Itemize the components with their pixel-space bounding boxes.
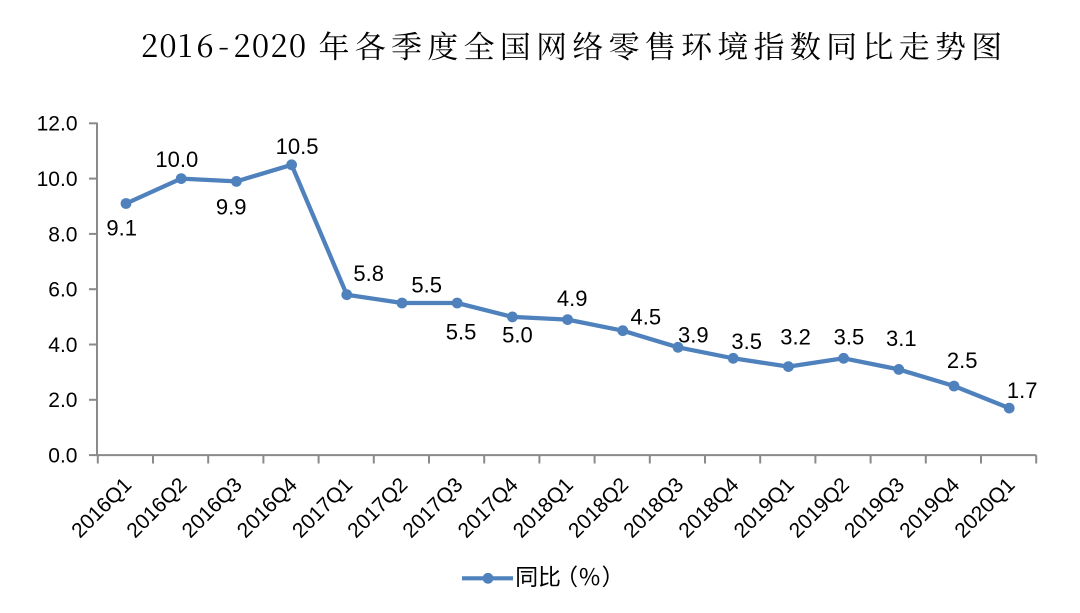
svg-text:5.5: 5.5 [411,272,442,297]
svg-text:2.0: 2.0 [48,389,77,412]
svg-text:3.1: 3.1 [886,326,917,351]
svg-text:5.5: 5.5 [446,320,477,345]
svg-text:10.5: 10.5 [276,134,319,159]
svg-text:1.7: 1.7 [1007,378,1038,403]
svg-text:4.0: 4.0 [48,334,77,357]
svg-text:4.5: 4.5 [631,305,662,330]
svg-text:3.5: 3.5 [834,325,865,350]
svg-text:8.0: 8.0 [48,223,77,246]
svg-text:5.0: 5.0 [502,322,533,347]
svg-text:12.0: 12.0 [37,113,78,136]
svg-text:3.2: 3.2 [780,325,811,350]
svg-text:10.0: 10.0 [155,147,198,172]
svg-text:9.1: 9.1 [106,215,137,240]
svg-text:0.0: 0.0 [48,445,77,468]
svg-text:3.9: 3.9 [678,322,709,347]
svg-text:9.9: 9.9 [216,194,247,219]
svg-text:3.5: 3.5 [731,329,762,354]
svg-text:4.9: 4.9 [557,286,588,311]
svg-text:2.5: 2.5 [947,348,978,373]
svg-text:5.8: 5.8 [353,261,384,286]
svg-text:10.0: 10.0 [37,168,78,191]
svg-text:6.0: 6.0 [48,279,77,302]
